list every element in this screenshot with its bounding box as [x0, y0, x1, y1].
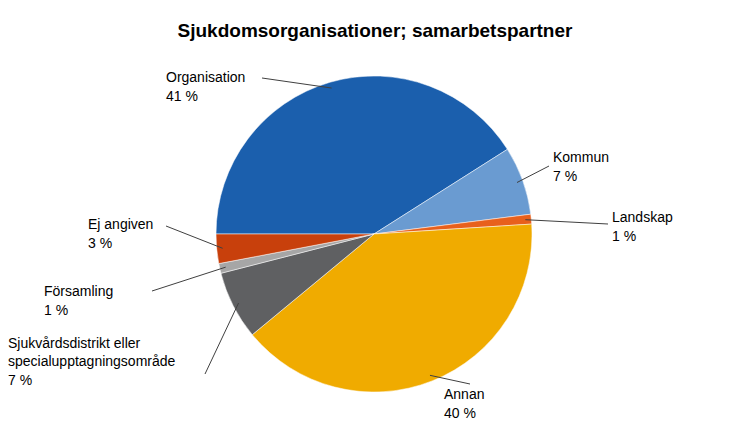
- slice-label: Landskap: [612, 209, 673, 225]
- value-label: 7 %: [553, 168, 577, 184]
- labels: Organisation 41 % Kommun 7 % Landskap 1 % Anna…: [8, 69, 673, 421]
- slice-label: Annan: [444, 386, 484, 402]
- leader-line: [517, 166, 549, 183]
- value-label: 3 %: [88, 235, 112, 251]
- value-label: 1 %: [44, 302, 68, 318]
- leader-line: [430, 375, 470, 384]
- slice: [216, 234, 374, 264]
- leader-line: [525, 220, 608, 224]
- value-label: 1 %: [612, 228, 636, 244]
- value-label: 7 %: [8, 372, 32, 388]
- slices: [216, 76, 532, 392]
- slice-label: Organisation: [166, 69, 245, 85]
- slice-label: Sjukvårdsdistrikt ellerspecialupptagning…: [8, 335, 176, 369]
- value-label: 40 %: [444, 405, 476, 421]
- slice-label: Församling: [44, 283, 113, 299]
- leader-line: [262, 78, 332, 88]
- leader-line: [166, 226, 223, 248]
- slice-label: Kommun: [553, 149, 609, 165]
- slice-label: Ej angiven: [88, 216, 153, 232]
- leader-line: [152, 267, 226, 291]
- slice: [374, 149, 531, 234]
- title: Sjukdomsorganisationer; samarbetspartner: [178, 20, 573, 41]
- chart: Sjukdomsorganisationer; samarbetspartner…: [0, 0, 750, 436]
- leader-line: [205, 303, 239, 374]
- value-label: 41 %: [166, 88, 198, 104]
